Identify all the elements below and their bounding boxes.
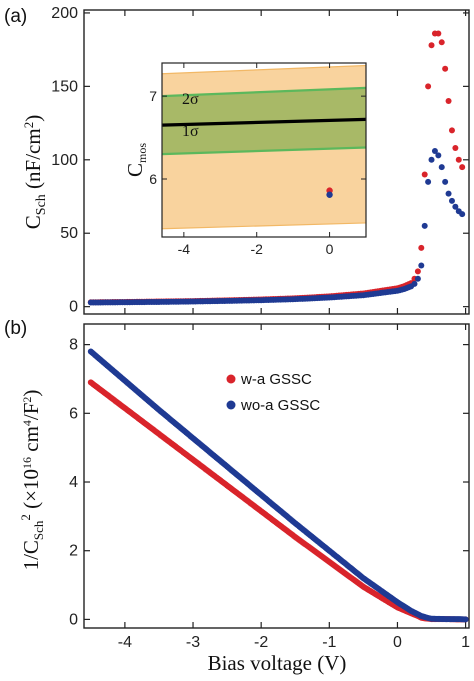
panel-b-xlabel: Bias voltage (V) (208, 651, 347, 675)
panel-a-frame (83, 9, 470, 315)
panel-b-points (87, 348, 469, 623)
panel-a-data-point (459, 164, 466, 171)
panel-a-data-point (428, 42, 435, 49)
panel-b-ylabel: 1/CSch2 (×1016 cm4/F2) (18, 390, 46, 571)
panel-a-y-tick-label: 150 (51, 78, 78, 95)
inset-2sigma-label: 2σ (182, 91, 199, 108)
inset-y-tick-label: 7 (149, 88, 157, 104)
panel-b-y-tick-label: 8 (69, 337, 78, 354)
panel-b-data-point (462, 616, 469, 623)
panel-a: (a) 0 50 100 150 200 CSch (nF/cm2) -4 -2 0 6 7 2… (4, 5, 470, 316)
panel-a-y-tick-label: 50 (60, 225, 78, 242)
panel-a-data-point (459, 211, 466, 218)
panel-a-data-point (431, 147, 438, 154)
inset-x-tick-label: 0 (326, 241, 334, 257)
panel-b-x-tick-label: -1 (322, 634, 336, 651)
panel-a-data-point (448, 197, 455, 204)
panel-a-data-point (445, 190, 452, 197)
panel-a-data-point (425, 178, 432, 185)
inset-1sigma-label: 1σ (182, 123, 199, 140)
panel-b-letter: (b) (4, 318, 27, 339)
inset-points (326, 187, 333, 198)
inset-1sigma-upper-edge (161, 86, 367, 98)
panel-a-data-point (414, 268, 421, 275)
panel-b-frame (83, 323, 470, 629)
panel-b-x-tick-label: 0 (393, 634, 402, 651)
panel-a-data-point (418, 262, 425, 269)
legend-marker-wo-a (226, 400, 236, 410)
panel-b-y-tick-label: 2 (69, 543, 78, 560)
panel-a-letter: (a) (4, 6, 27, 27)
inset-x-tick-label: -4 (178, 241, 191, 257)
panel-a-ticks: 0 50 100 150 200 (51, 5, 469, 316)
panel-a-data-point (411, 280, 418, 287)
legend-label-w-a: w-a GSSC (240, 371, 312, 388)
panel-b-y-tick-label: 0 (69, 611, 78, 628)
panel-b: (b) -4 -3 -2 -1 0 1 0 2 4 6 8 w-a GSSC wo-a GSSC B… (4, 318, 470, 675)
panel-b-x-tick-label: -2 (254, 634, 268, 651)
legend: w-a GSSC wo-a GSSC (226, 371, 320, 414)
panel-b-x-tick-label: 1 (461, 634, 470, 651)
panel-a-data-point (428, 156, 435, 163)
panel-b-y-tick-label: 6 (69, 405, 78, 422)
inset-2sigma-lower-edge (161, 222, 367, 230)
panel-a-y-tick-label: 200 (51, 5, 78, 22)
inset-bands (161, 64, 367, 230)
panel-a-data-point (435, 152, 442, 159)
panel-a-data-point (421, 222, 428, 229)
panel-a-data-point (442, 178, 449, 185)
panel-b-x-tick-label: -3 (186, 634, 200, 651)
inset-ylabel: Cmos (123, 143, 149, 177)
inset-data-point (326, 191, 333, 198)
inset-ticks: -4 -2 0 6 7 (149, 63, 366, 257)
inset-1sigma-lower-edge (161, 146, 367, 156)
inset-y-tick-label: 6 (149, 171, 157, 187)
panel-a-data-point (452, 145, 459, 152)
panel-a-data-point (414, 275, 421, 282)
inset-mean-line (161, 117, 367, 127)
panel-a-data-point (438, 164, 445, 171)
inset-x-tick-label: -2 (250, 241, 263, 257)
panel-a-data-point (445, 98, 452, 105)
inset-frame (161, 62, 367, 238)
panel-a-ylabel: CSch (nF/cm2) (21, 115, 49, 229)
panel-a-points (87, 30, 466, 306)
panel-a-data-point (442, 65, 449, 72)
panel-a-data-point (435, 30, 442, 37)
inset: -4 -2 0 6 7 2σ 1σ Cmos (123, 62, 367, 257)
panel-a-data-point (448, 127, 455, 134)
panel-a-data-point (425, 83, 432, 90)
panel-b-ticks: -4 -3 -2 -1 0 1 0 2 4 6 8 (69, 324, 470, 651)
legend-marker-w-a (226, 374, 236, 384)
panel-a-y-tick-label: 0 (69, 299, 78, 316)
panel-a-data-point (455, 156, 462, 163)
panel-a-data-point (418, 244, 425, 251)
panel-b-x-tick-label: -4 (118, 634, 132, 651)
legend-label-wo-a: wo-a GSSC (240, 397, 320, 414)
panel-a-data-point (452, 203, 459, 210)
inset-2sigma-upper-edge (161, 64, 367, 75)
panel-a-data-point (421, 171, 428, 178)
panel-b-y-tick-label: 4 (69, 474, 78, 491)
panel-a-data-point (438, 39, 445, 46)
panel-a-y-tick-label: 100 (51, 152, 78, 169)
